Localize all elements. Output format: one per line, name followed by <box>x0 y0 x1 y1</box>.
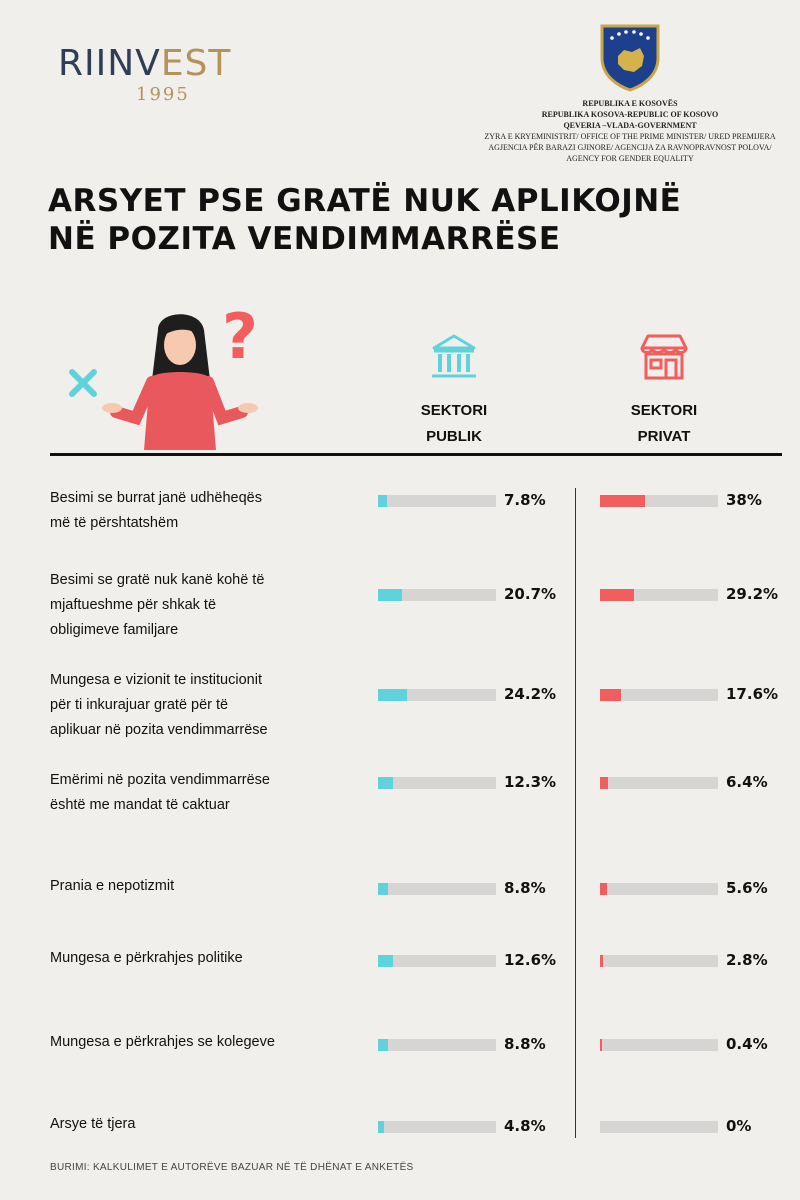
public-bar-track <box>378 883 496 895</box>
private-bar-track <box>600 589 718 601</box>
category-label: Besimi se gratë nuk kanë kohë të mjaftue… <box>50 572 265 638</box>
public-bar <box>378 1039 389 1051</box>
private-bar <box>600 955 604 967</box>
category-label: Mungesa e përkrahjes se kolegeve <box>50 1034 275 1050</box>
private-bar-track <box>600 1039 718 1051</box>
category-label: Emërimi në pozita vendimmarrëse është me… <box>50 772 270 813</box>
column-label: PUBLIK <box>426 428 482 445</box>
public-bar <box>378 955 393 967</box>
gov-line: AGJENCIA PËR BARAZI GJINORE/ AGENCIJA ZA… <box>488 143 772 152</box>
category-label: Mungesa e përkrahjes politike <box>50 950 243 966</box>
public-bar-track <box>378 1039 496 1051</box>
column-header-private: SEKTORI PRIVAT <box>604 332 724 450</box>
public-bar-track <box>378 777 496 789</box>
private-bar <box>600 777 608 789</box>
private-value-label: 2.8% <box>726 951 768 969</box>
column-label: SEKTORI <box>420 402 488 419</box>
title-line-2: NË POZITA VENDIMMARRËSE <box>48 221 561 257</box>
private-value-label: 0% <box>726 1117 752 1135</box>
public-bar <box>378 689 407 701</box>
public-value-label: 24.2% <box>504 685 557 703</box>
public-bar-track <box>378 955 496 967</box>
public-value-label: 7.8% <box>504 491 546 509</box>
private-bar <box>600 1039 602 1051</box>
x-mark-icon <box>69 369 97 397</box>
column-header-public: SEKTORI PUBLIK <box>394 332 514 450</box>
public-value-label: 20.7% <box>504 585 557 603</box>
private-bar-track <box>600 1121 718 1133</box>
kosovo-coat-of-arms-icon <box>600 24 660 92</box>
header-divider <box>50 453 782 456</box>
public-bar-track <box>378 1121 496 1133</box>
svg-text:?: ? <box>222 300 258 373</box>
storefront-icon <box>640 334 688 380</box>
private-value-label: 5.6% <box>726 879 768 897</box>
source-note: BURIMI: KALKULIMET E AUTORËVE BAZUAR NË … <box>50 1162 414 1173</box>
private-value-label: 17.6% <box>726 685 779 703</box>
public-bar <box>378 1121 384 1133</box>
private-bar-track <box>600 777 718 789</box>
public-value-label: 12.6% <box>504 951 557 969</box>
public-bar-track <box>378 495 496 507</box>
private-bar-track <box>600 495 718 507</box>
public-value-label: 8.8% <box>504 879 546 897</box>
riinvest-logo: RIINVEST 1995 <box>58 43 232 106</box>
category-label: Arsye të tjera <box>50 1116 136 1132</box>
private-bar-track <box>600 955 718 967</box>
private-value-label: 29.2% <box>726 585 779 603</box>
private-bar <box>600 883 607 895</box>
private-value-label: 38% <box>726 491 762 509</box>
private-bar-track <box>600 883 718 895</box>
category-label: Besimi se burrat janë udhëheqës më të pë… <box>50 490 262 531</box>
private-value-label: 0.4% <box>726 1035 768 1053</box>
gov-line: QEVERIA –VLADA-GOVERNMENT <box>563 121 697 130</box>
public-bar <box>378 589 403 601</box>
private-value-label: 6.4% <box>726 773 768 791</box>
public-value-label: 12.3% <box>504 773 557 791</box>
column-label: PRIVAT <box>637 428 691 445</box>
gov-line: REPUBLIKA KOSOVA-REPUBLIC OF KOSOVO <box>541 110 719 119</box>
confused-woman-illustration: ? <box>69 300 258 450</box>
public-value-label: 8.8% <box>504 1035 546 1053</box>
public-bar <box>378 883 389 895</box>
category-label: Prania e nepotizmit <box>50 878 175 894</box>
gov-line: ZYRA E KRYEMINISTRIT/ OFFICE OF THE PRIM… <box>484 132 776 141</box>
sector-divider <box>575 488 576 1138</box>
gov-line: REPUBLIKA E KOSOVËS <box>582 99 678 108</box>
page-title: ARSYET PSE GRATË NUK APLIKOJNË NË POZITA… <box>48 182 681 258</box>
riinvest-year: 1995 <box>136 84 190 105</box>
private-bar-track <box>600 689 718 701</box>
column-label: SEKTORI <box>630 402 698 419</box>
private-bar <box>600 589 635 601</box>
private-bar <box>600 495 645 507</box>
government-header: REPUBLIKA E KOSOVËS REPUBLIKA KOSOVA-REP… <box>470 22 790 164</box>
government-building-icon <box>432 334 476 378</box>
category-label: Mungesa e vizionit te institucionit për … <box>50 672 268 738</box>
gov-line: AGENCY FOR GENDER EQUALITY <box>566 154 694 163</box>
public-bar-track <box>378 689 496 701</box>
riinvest-wordmark: RIINVEST <box>58 43 232 84</box>
title-line-1: ARSYET PSE GRATË NUK APLIKOJNË <box>48 183 682 219</box>
public-value-label: 4.8% <box>504 1117 546 1135</box>
public-bar <box>378 495 388 507</box>
public-bar-track <box>378 589 496 601</box>
public-bar <box>378 777 393 789</box>
private-bar <box>600 689 621 701</box>
